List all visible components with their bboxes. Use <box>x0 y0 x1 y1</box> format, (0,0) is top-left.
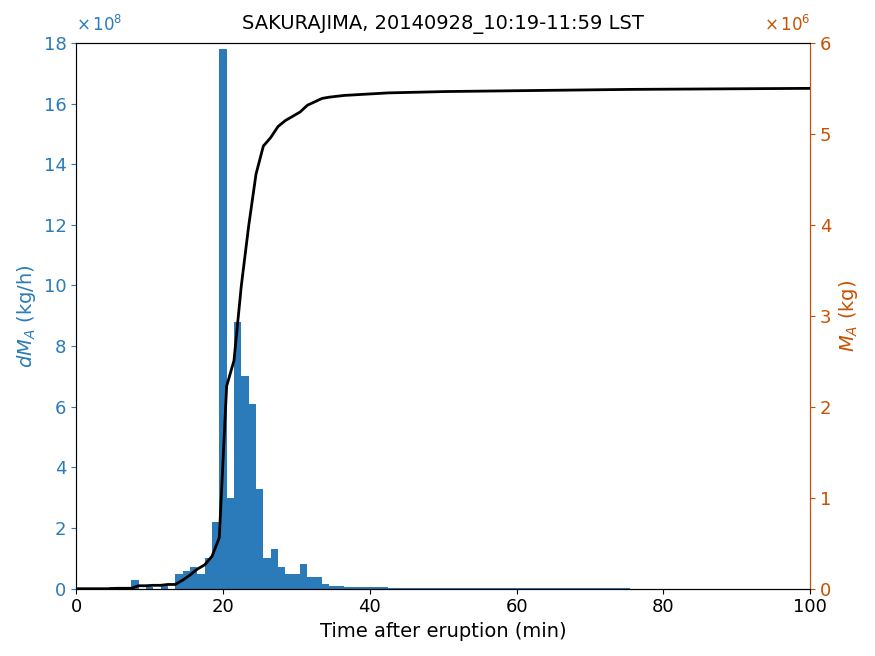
Bar <box>248 403 256 588</box>
Bar <box>270 549 278 588</box>
Bar <box>205 558 212 588</box>
Bar <box>175 573 183 588</box>
Bar <box>183 571 190 588</box>
Bar <box>307 577 315 588</box>
Bar <box>322 584 329 588</box>
X-axis label: Time after eruption (min): Time after eruption (min) <box>320 622 566 641</box>
Bar <box>352 587 359 588</box>
Bar <box>374 587 381 588</box>
Text: $\times\,10^6$: $\times\,10^6$ <box>764 14 810 35</box>
Bar <box>220 49 227 588</box>
Bar <box>359 587 366 588</box>
Bar <box>109 587 116 588</box>
Bar <box>300 564 307 588</box>
Bar <box>234 322 242 588</box>
Bar <box>315 577 322 588</box>
Bar <box>227 498 234 588</box>
Bar <box>190 567 197 588</box>
Bar <box>366 587 374 588</box>
Bar <box>344 587 352 588</box>
Text: $\times\,10^8$: $\times\,10^8$ <box>76 14 123 35</box>
Y-axis label: $dM_A\ \mathrm{(kg/h)}$: $dM_A\ \mathrm{(kg/h)}$ <box>15 264 38 367</box>
Bar <box>278 567 285 588</box>
Bar <box>381 587 388 588</box>
Bar <box>197 573 205 588</box>
Y-axis label: $M_A\ \mathrm{(kg)}$: $M_A\ \mathrm{(kg)}$ <box>837 279 860 352</box>
Bar <box>293 573 300 588</box>
Bar <box>161 586 168 588</box>
Bar <box>263 558 270 588</box>
Bar <box>131 580 138 588</box>
Bar <box>242 377 248 588</box>
Bar <box>212 522 220 588</box>
Bar <box>337 586 344 588</box>
Title: SAKURAJIMA, 20140928_10:19-11:59 LST: SAKURAJIMA, 20140928_10:19-11:59 LST <box>242 15 644 34</box>
Bar <box>329 586 337 588</box>
Bar <box>256 489 263 588</box>
Bar <box>146 587 153 588</box>
Bar <box>285 573 293 588</box>
